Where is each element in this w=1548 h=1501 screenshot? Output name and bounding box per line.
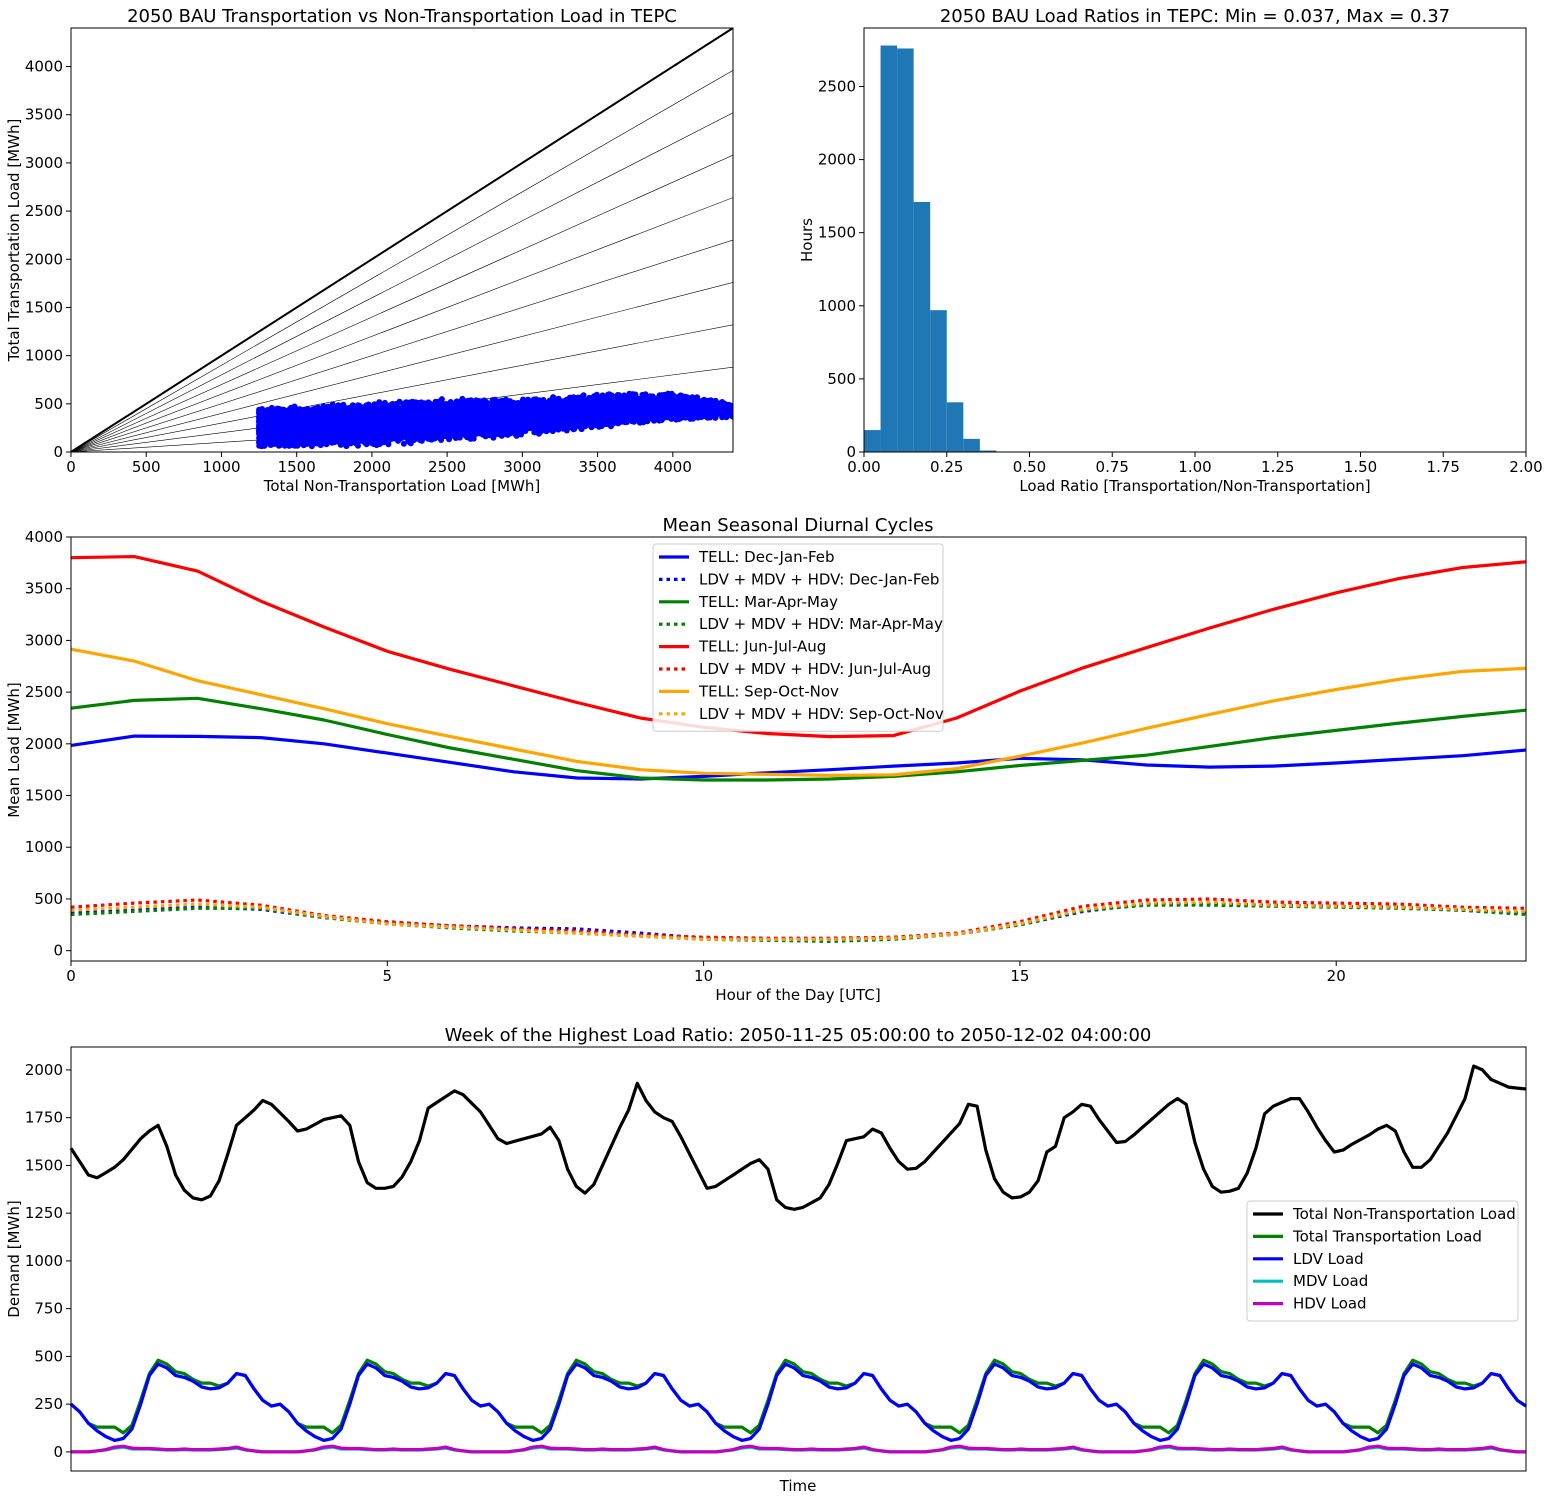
- ratio-line: [71, 154, 733, 452]
- ratio-line: [71, 197, 733, 452]
- scatter-point: [418, 437, 425, 444]
- ratio-line: [71, 282, 733, 452]
- scatter-point: [677, 392, 684, 399]
- scatter-point: [381, 399, 388, 406]
- scatter-point: [400, 440, 407, 447]
- ratio-line: [71, 239, 733, 452]
- ratio-line: [71, 28, 733, 452]
- ratio-line: [71, 112, 733, 452]
- ratio-line: [71, 324, 733, 452]
- scatter-plot-area: [71, 28, 733, 452]
- scatter-point: [325, 403, 331, 410]
- scatter-panel: 0 500 1000 1500 2000 2500 3000 3500 400005001000…: [25, 27, 734, 476]
- ratio-line: [71, 70, 733, 452]
- scatter-point: [376, 399, 383, 406]
